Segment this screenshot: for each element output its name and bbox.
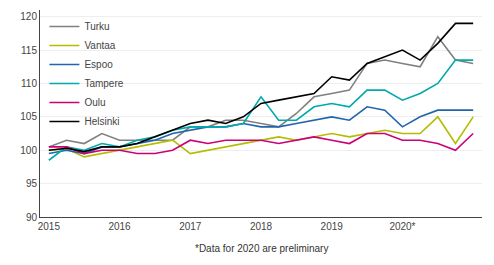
svg-text:120: 120 <box>20 11 37 22</box>
svg-text:Turku: Turku <box>84 21 109 32</box>
svg-text:Vantaa: Vantaa <box>84 40 115 51</box>
svg-text:2018: 2018 <box>250 221 273 232</box>
svg-text:2020*: 2020* <box>389 221 415 232</box>
svg-text:*Data for 2020 are preliminary: *Data for 2020 are preliminary <box>195 243 328 254</box>
svg-text:Tampere: Tampere <box>84 78 123 89</box>
svg-text:90: 90 <box>26 212 38 223</box>
svg-text:115: 115 <box>21 45 37 56</box>
svg-text:2016: 2016 <box>108 221 131 232</box>
svg-text:110: 110 <box>21 78 37 89</box>
svg-text:105: 105 <box>20 111 37 122</box>
svg-text:100: 100 <box>20 145 37 156</box>
svg-text:Oulu: Oulu <box>84 97 105 108</box>
svg-text:2015: 2015 <box>38 221 61 232</box>
svg-text:2019: 2019 <box>321 221 344 232</box>
svg-text:95: 95 <box>26 178 38 189</box>
svg-text:Espoo: Espoo <box>84 59 113 70</box>
svg-text:2017: 2017 <box>179 221 202 232</box>
svg-text:Helsinki: Helsinki <box>84 116 119 127</box>
